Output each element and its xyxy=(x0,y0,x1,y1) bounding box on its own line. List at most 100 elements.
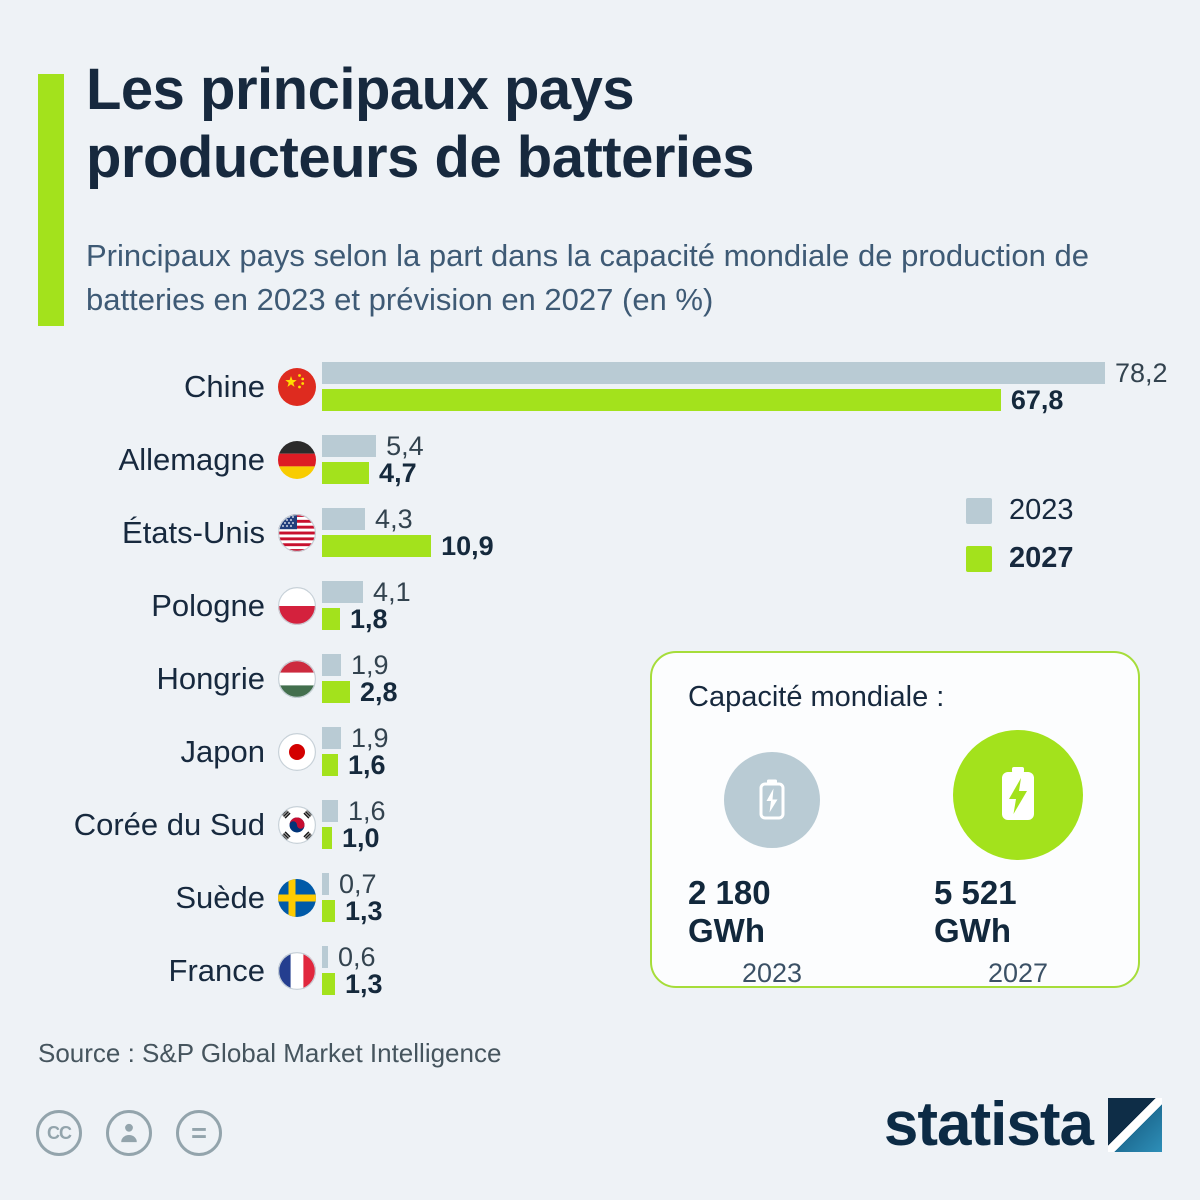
bar-2023 xyxy=(322,654,342,676)
bar-2023 xyxy=(322,362,1105,384)
row-label: Chine xyxy=(0,367,316,406)
value-2023: 1,9 xyxy=(351,649,389,680)
bar-group: 0,6 1,3 xyxy=(322,942,383,999)
value-2023: 78,2 xyxy=(1115,357,1168,388)
value-2027: 1,3 xyxy=(345,968,383,999)
row-label: Suède xyxy=(0,878,316,917)
country-label: Hongrie xyxy=(156,660,265,696)
row-label: Japon xyxy=(0,732,316,771)
capacity-year-2027: 2027 xyxy=(987,958,1049,988)
chart-row-france: France 0,6 1,3 xyxy=(0,934,1200,1007)
bar-2027 xyxy=(322,389,1001,411)
legend-label-2023: 2023 xyxy=(1009,494,1074,526)
chart-row-coree-du-sud: Corée du Sud 1,6 xyxy=(0,788,1200,861)
flag-south-korea-icon xyxy=(278,805,316,844)
value-2027: 1,8 xyxy=(350,603,388,634)
capacity-card-title: Capacité mondiale : xyxy=(688,681,945,713)
flag-germany-icon xyxy=(278,440,316,479)
country-label: Allemagne xyxy=(118,441,265,477)
country-label: Suède xyxy=(175,879,265,915)
bar-chart: Chine 78,2 67,8 Allemagne xyxy=(0,350,1200,1007)
chart-row-etats-unis: États-Unis 4,3 10,9 xyxy=(0,496,1200,569)
country-label: Japon xyxy=(180,733,265,769)
license-icons: CC = xyxy=(36,1110,222,1156)
statista-brand: statista xyxy=(884,1094,1162,1156)
page-title-line1: Les principaux pays xyxy=(86,57,635,122)
country-label: France xyxy=(168,952,265,988)
bar-2023 xyxy=(322,946,328,968)
capacity-item-2023: 2 180 GWh 2023 xyxy=(688,752,856,989)
chart-row-chine: Chine 78,2 67,8 xyxy=(0,350,1200,423)
value-2027: 1,3 xyxy=(345,895,383,926)
flag-poland-icon xyxy=(278,586,316,625)
country-label: Corée du Sud xyxy=(73,806,265,842)
value-2023: 0,7 xyxy=(339,868,377,899)
bar-group: 1,9 2,8 xyxy=(322,650,398,707)
legend-swatch-2027-icon xyxy=(966,545,992,572)
bar-2027 xyxy=(322,608,341,630)
bar-2027 xyxy=(322,900,336,922)
row-label: France xyxy=(0,951,316,990)
value-2023: 1,6 xyxy=(348,795,386,826)
bar-group: 78,2 67,8 xyxy=(322,358,1168,415)
value-2023: 4,3 xyxy=(375,503,413,534)
value-2023: 5,4 xyxy=(386,430,424,461)
battery-filled-icon xyxy=(953,730,1083,860)
row-label: Hongrie xyxy=(0,659,316,698)
flag-usa-icon xyxy=(278,513,316,552)
legend-swatch-2023-icon xyxy=(966,497,992,524)
page-title-line2: producteurs de batteries xyxy=(86,125,755,191)
chart-row-allemagne: Allemagne 5,4 4,7 xyxy=(0,423,1200,496)
country-label: États-Unis xyxy=(122,514,265,550)
capacity-year-2023: 2023 xyxy=(741,958,803,988)
bar-group: 1,9 1,6 xyxy=(322,723,389,780)
value-2023: 0,6 xyxy=(338,941,376,972)
flag-japan-icon xyxy=(278,732,316,771)
value-2027: 4,7 xyxy=(379,457,417,488)
battery-outline-icon xyxy=(724,752,820,848)
value-2027: 1,0 xyxy=(342,822,380,853)
chart-subtitle: Principaux pays selon la part dans la ca… xyxy=(86,238,1089,318)
flag-france-icon xyxy=(278,951,316,990)
country-label: Pologne xyxy=(151,587,265,623)
bar-2027 xyxy=(322,681,351,703)
bar-2023 xyxy=(322,435,377,457)
bar-2023 xyxy=(322,800,339,822)
value-2023: 4,1 xyxy=(373,576,411,607)
bar-group: 4,3 10,9 xyxy=(322,504,494,561)
source-text: Source : S&P Global Market Intelligence xyxy=(38,1038,502,1068)
row-label: États-Unis xyxy=(0,513,316,552)
bar-2023 xyxy=(322,581,364,603)
equals-license-icon: = xyxy=(176,1110,222,1156)
country-label: Chine xyxy=(184,368,265,404)
bar-2027 xyxy=(322,754,339,776)
value-2027: 2,8 xyxy=(360,676,398,707)
capacity-card: Capacité mondiale : 2 180 GWh 2023 xyxy=(650,651,1140,988)
capacity-value-2023: 2 180 GWh xyxy=(688,874,771,949)
chart-row-pologne: Pologne 4,1 1,8 xyxy=(0,569,1200,642)
capacity-value-2027: 5 521 GWh xyxy=(934,874,1017,949)
title-accent-bar xyxy=(38,74,64,326)
bar-2023 xyxy=(322,508,366,530)
cc-license-icon: CC xyxy=(36,1110,82,1156)
value-2027: 1,6 xyxy=(348,749,386,780)
legend-label-2027: 2027 xyxy=(1009,542,1074,574)
legend-item-2023: 2023 xyxy=(966,494,1074,527)
attribution-icon xyxy=(106,1110,152,1156)
bar-2027 xyxy=(322,827,332,849)
chart-row-suede: Suède 0,7 1,3 xyxy=(0,861,1200,934)
value-2023: 1,9 xyxy=(351,722,389,753)
flag-china-icon xyxy=(278,367,316,406)
chart-row-japon: Japon 1,9 1,6 xyxy=(0,715,1200,788)
bar-2027 xyxy=(322,462,370,484)
page-title: Les principaux pays producteurs de batte… xyxy=(86,56,755,193)
legend: 2023 2027 xyxy=(966,494,1074,575)
row-label: Pologne xyxy=(0,586,316,625)
bar-group: 0,7 1,3 xyxy=(322,869,383,926)
capacity-item-2027: 5 521 GWh 2027 xyxy=(934,730,1102,989)
bar-2023 xyxy=(322,873,329,895)
statista-logo-icon xyxy=(1108,1098,1162,1152)
value-2027: 10,9 xyxy=(441,530,494,561)
statista-wordmark: statista xyxy=(883,1090,1094,1159)
